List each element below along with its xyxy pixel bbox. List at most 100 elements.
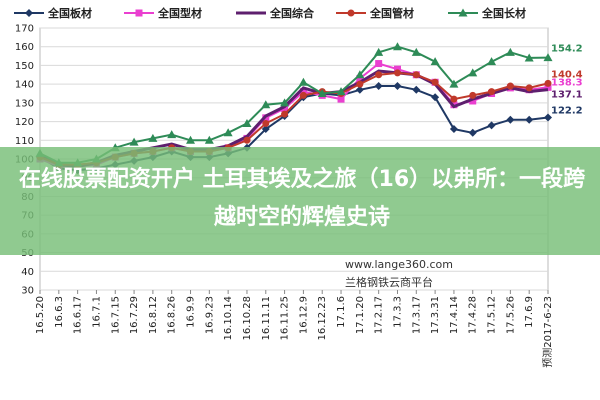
series-0-point — [355, 85, 364, 94]
series-4-point — [374, 47, 384, 56]
series-3-point — [262, 119, 270, 127]
series-1-point — [469, 97, 477, 105]
end-value-label: 154.2 — [551, 44, 583, 55]
x-tick-label: 17.4.14 — [449, 296, 460, 334]
series-1-point — [337, 95, 345, 103]
legend-swatch-marker — [347, 9, 355, 17]
series-4-point — [355, 70, 365, 79]
series-4-point — [524, 53, 534, 62]
series-4-point — [148, 133, 158, 142]
series-3-point — [356, 80, 364, 88]
series-0-point — [261, 125, 270, 134]
series-4-point — [392, 42, 402, 51]
series-3-point — [488, 88, 496, 96]
x-tick-label: 17.2.17 — [374, 296, 385, 334]
end-value-label: 140.4 — [551, 69, 583, 80]
series-3-point — [375, 71, 383, 79]
series-0-point — [393, 82, 402, 91]
series-3-point — [281, 110, 289, 118]
series-4-point — [430, 57, 440, 66]
series-4-point — [543, 53, 553, 62]
y-tick-label: 160 — [15, 42, 34, 53]
series-0-point — [487, 121, 496, 130]
banner-text[interactable]: 在线股票配资开户 土耳其埃及之旅（16）以弗所：一段跨越时空的辉煌史诗 — [18, 167, 586, 230]
x-tick-label: 16.11.25 — [280, 296, 291, 341]
series-4-point — [129, 137, 139, 146]
series-3-point — [450, 95, 458, 103]
y-tick-label: 170 — [15, 24, 34, 35]
series-1-point — [299, 88, 307, 96]
end-value-label: 138.3 — [551, 77, 583, 88]
x-tick-label: 17.6.9 — [524, 296, 535, 328]
series-4-point — [411, 47, 421, 56]
series-3-point — [544, 79, 552, 87]
x-tick-label: 17.5.12 — [487, 296, 498, 334]
series-0-point — [449, 125, 458, 134]
series-1-point — [544, 83, 552, 91]
series-3-point — [393, 69, 401, 77]
series-3-point — [431, 78, 439, 86]
series-4-point — [336, 87, 346, 96]
legend-label: 全国型材 — [157, 6, 202, 20]
series-4-point — [468, 68, 478, 77]
series-4-point — [167, 130, 177, 139]
legend-swatch-marker — [25, 9, 33, 17]
series-0-point — [525, 115, 534, 124]
y-tick-label: 150 — [15, 61, 34, 72]
y-tick-label: 40 — [21, 267, 34, 278]
x-tick-label: 17.1.6 — [336, 296, 347, 328]
series-1-point — [356, 75, 364, 83]
x-tick-label: 16.10.14 — [223, 296, 234, 341]
series-1-point — [393, 65, 401, 73]
x-tick-label: 预测2017-6-23 — [541, 296, 554, 368]
watermark-platform: 兰格钢铁云商平台 — [345, 275, 433, 289]
series-3-point — [412, 71, 420, 79]
x-tick-label: 16.5.20 — [35, 296, 46, 334]
x-tick-label: 16.9.9 — [186, 296, 197, 328]
legend-label: 全国板材 — [47, 6, 92, 20]
x-tick-label: 16.7.1 — [91, 296, 102, 328]
series-3-point — [243, 136, 251, 144]
series-4-point — [487, 57, 497, 66]
series-4-point — [280, 98, 290, 107]
x-tick-label: 17.3.3 — [392, 296, 403, 328]
x-tick-label: 16.8.26 — [167, 296, 178, 334]
series-3-point — [506, 82, 514, 90]
x-tick-label: 16.6.17 — [73, 296, 84, 334]
x-tick-label: 16.9.23 — [204, 296, 215, 334]
end-value-label: 122.2 — [551, 105, 583, 116]
watermark-site: www.lange360.com — [345, 258, 453, 271]
y-tick-label: 130 — [15, 98, 34, 109]
series-4-point — [298, 77, 308, 86]
x-tick-label: 17.5.26 — [505, 296, 516, 334]
series-0-point — [412, 85, 421, 94]
x-tick-label: 17.4.28 — [468, 296, 479, 334]
x-tick-label: 16.10.28 — [242, 296, 253, 341]
series-0-point — [544, 113, 552, 122]
legend-label: 全国管材 — [369, 6, 414, 20]
series-4-point — [505, 47, 515, 56]
ad-banner[interactable]: 在线股票配资开户 土耳其埃及之旅（16）以弗所：一段跨越时空的辉煌史诗 — [0, 147, 600, 255]
y-tick-label: 110 — [15, 136, 34, 147]
series-3-point — [299, 91, 307, 99]
series-4-point — [204, 135, 214, 144]
x-tick-label: 17.1.20 — [355, 296, 366, 334]
series-0-point — [506, 115, 515, 124]
y-tick-label: 140 — [15, 80, 34, 91]
x-tick-label: 16.12.23 — [317, 296, 328, 341]
series-1-point — [375, 60, 383, 68]
x-tick-label: 16.7.29 — [129, 296, 140, 334]
x-tick-label: 16.8.12 — [148, 296, 159, 334]
legend-label: 全国综合 — [269, 6, 315, 20]
series-3-point — [469, 91, 477, 99]
series-line-4 — [39, 45, 549, 164]
series-4-point — [261, 100, 271, 109]
series-1-point — [281, 104, 289, 112]
x-tick-label: 16.11.11 — [261, 296, 272, 341]
series-4-point — [449, 79, 459, 88]
series-4-point — [242, 118, 252, 127]
series-3-point — [525, 84, 533, 92]
end-value-label: 137.1 — [551, 90, 583, 101]
series-0-point — [468, 128, 477, 137]
y-tick-label: 120 — [15, 117, 34, 128]
